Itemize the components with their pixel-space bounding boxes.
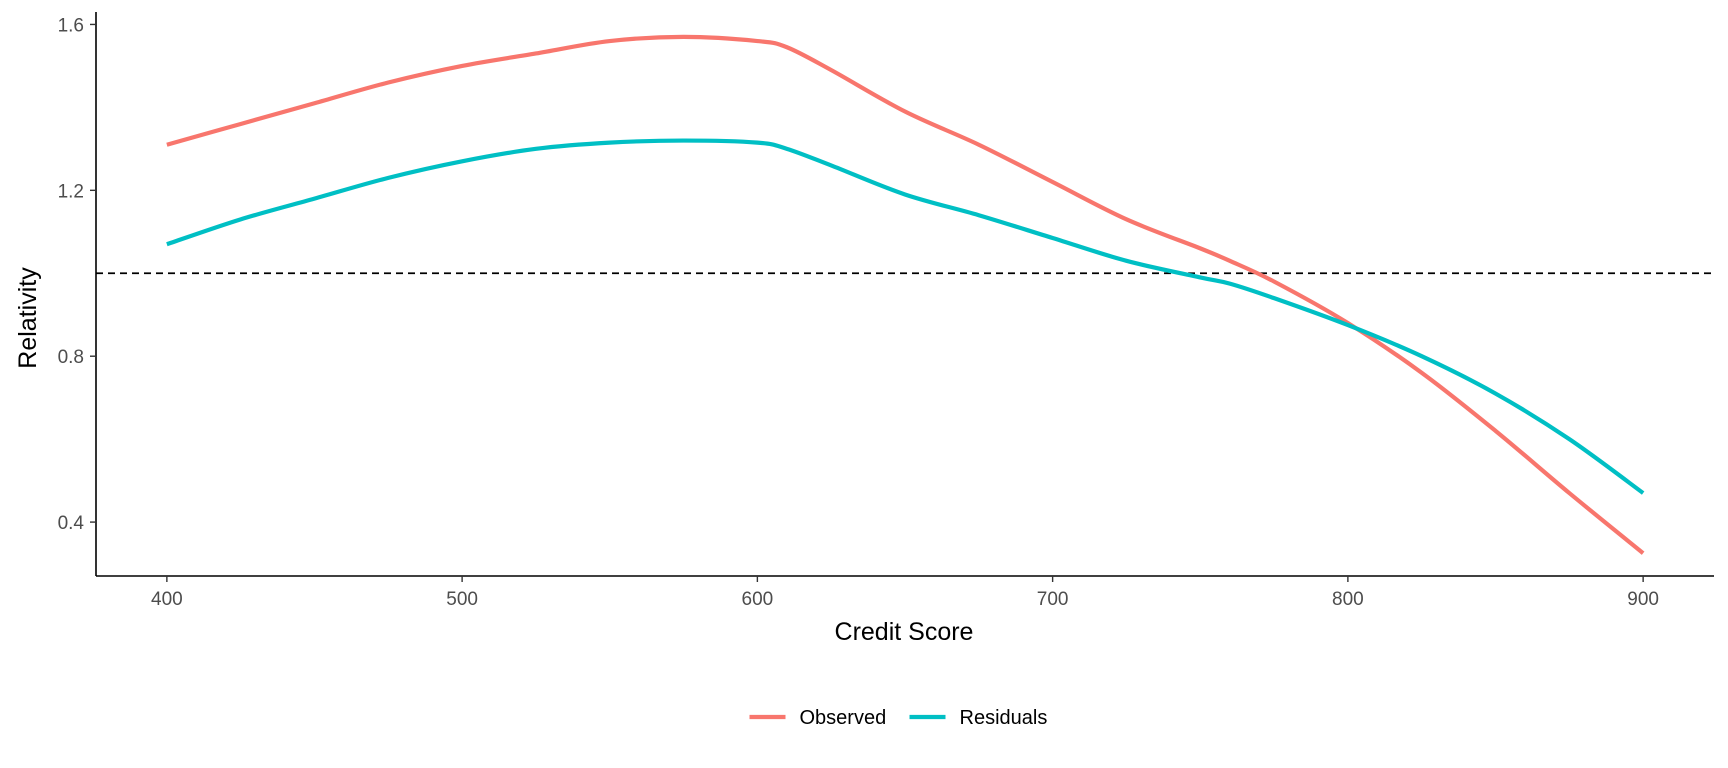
series-line-observed xyxy=(166,34,1645,555)
x-tick-label: 400 xyxy=(151,589,183,610)
y-tick-label: 0.4 xyxy=(58,513,85,534)
x-tick-label: 900 xyxy=(1627,589,1659,610)
series-line-residuals xyxy=(166,138,1645,495)
x-tick-label: 800 xyxy=(1332,589,1364,610)
y-axis-title: Relativity xyxy=(14,267,42,369)
x-axis-title: Credit Score xyxy=(835,618,974,646)
y-tick-label: 1.2 xyxy=(58,181,84,202)
x-tick-label: 600 xyxy=(742,589,774,610)
x-tick-label: 500 xyxy=(446,589,478,610)
y-tick-label: 1.6 xyxy=(58,15,84,36)
y-tick-label: 0.8 xyxy=(58,347,84,368)
x-tick-label: 700 xyxy=(1037,589,1069,610)
legend-label-residuals: Residuals xyxy=(960,707,1048,729)
legend: Observed Residuals xyxy=(749,707,1048,729)
legend-label-observed: Observed xyxy=(800,707,887,729)
